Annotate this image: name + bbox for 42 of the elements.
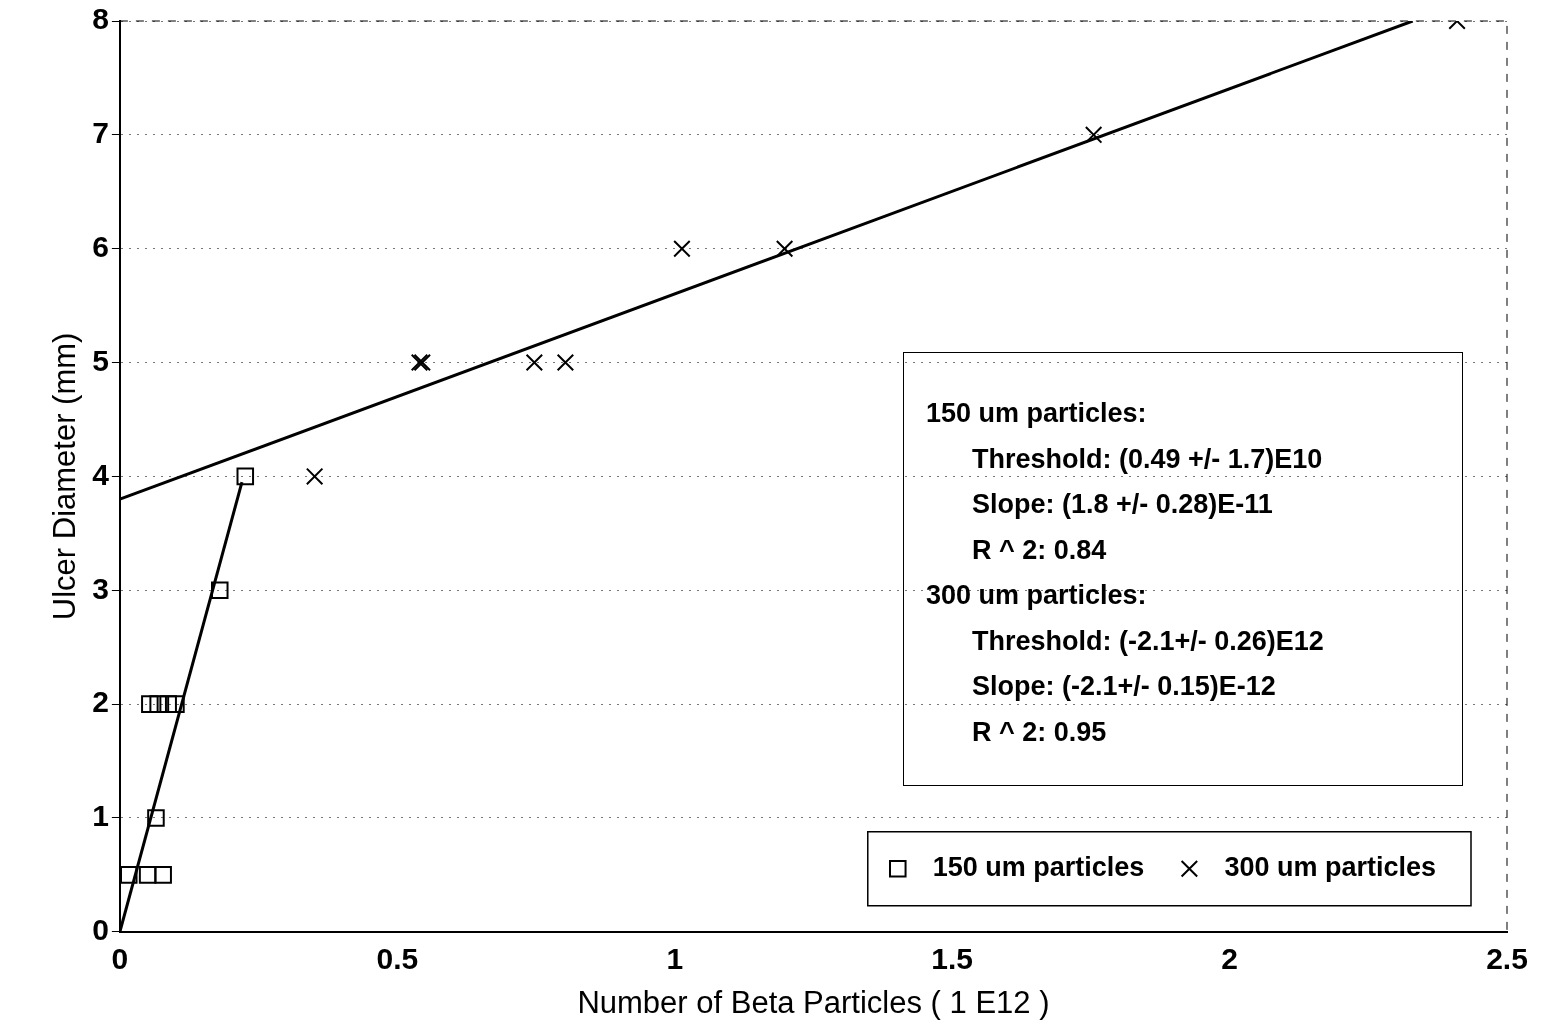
y-tick-label: 8 — [92, 2, 109, 36]
annotation: R ^ 2: 0.84 — [971, 533, 1108, 567]
point — [556, 353, 575, 372]
annotation: Threshold: (-2.1+/- 0.26)E12 — [971, 624, 1325, 658]
annotation: R ^ 2: 0.95 — [971, 715, 1108, 749]
y-tick-label: 7 — [92, 116, 109, 150]
legend-label: 300 um particles — [1224, 852, 1437, 883]
x-tick-label: 1 — [666, 942, 684, 976]
point — [119, 866, 138, 884]
y-tick-label: 6 — [92, 229, 109, 263]
point — [525, 353, 544, 372]
legend-label: 150 um particles — [932, 852, 1145, 883]
annotation: 300 um particles: — [925, 579, 1148, 612]
y-tick-label: 5 — [92, 343, 109, 377]
point — [154, 866, 172, 884]
point — [141, 695, 159, 713]
point — [236, 467, 255, 486]
point — [1084, 126, 1103, 144]
x-tick-label: 0.5 — [376, 942, 419, 976]
y-tick-label: 3 — [92, 571, 109, 605]
point — [149, 695, 167, 713]
point — [138, 866, 157, 884]
annotation: Slope: (1.8 +/- 0.28)E-11 — [971, 488, 1274, 521]
x-tick-label: 2 — [1221, 942, 1238, 976]
x-tick-label: 2.5 — [1486, 942, 1528, 976]
annotation: 150 um particles: — [925, 397, 1148, 430]
annotation: Threshold: (0.49 +/- 1.7)E10 — [971, 442, 1324, 476]
point — [775, 239, 794, 258]
y-tick-label: 1 — [92, 799, 109, 833]
y-tick-label: 0 — [92, 913, 109, 947]
point — [159, 695, 177, 713]
point — [305, 467, 324, 486]
y-axis-title: Ulcer Diameter (mm) — [47, 332, 83, 621]
y-tick-label: 4 — [92, 457, 110, 491]
point — [167, 695, 185, 713]
x-tick-label: 1.5 — [931, 942, 974, 976]
point — [673, 239, 691, 258]
point — [147, 809, 165, 827]
point — [210, 581, 229, 600]
annotation: Slope: (-2.1+/- 0.15)E-12 — [971, 670, 1277, 703]
y-tick-label: 2 — [92, 685, 109, 719]
x-axis-title: Number of Beta Particles ( 1 E12 ) — [577, 984, 1050, 1020]
